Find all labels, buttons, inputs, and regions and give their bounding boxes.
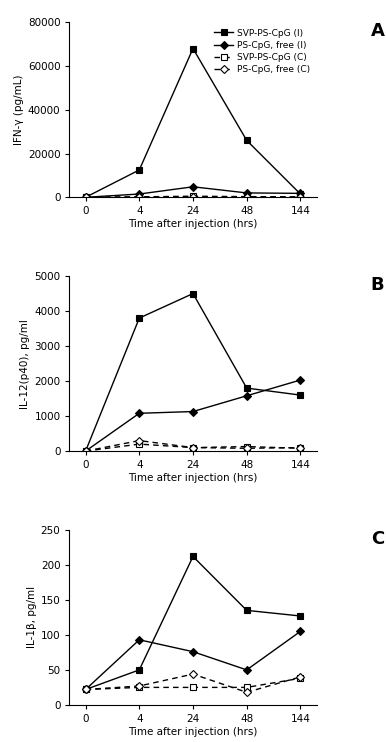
PS-CpG, free (C) [83, 685, 88, 694]
PS-CpG, free (C) [83, 447, 88, 456]
SVP-PS-CpG (I) [298, 611, 303, 620]
PS-CpG, free (I) [191, 407, 195, 416]
SVP-PS-CpG (I) [298, 189, 303, 198]
PS-CpG, free (I) [137, 635, 142, 644]
SVP-PS-CpG (C) [83, 193, 88, 202]
SVP-PS-CpG (I) [83, 447, 88, 456]
SVP-PS-CpG (C) [191, 191, 195, 200]
SVP-PS-CpG (I) [191, 552, 195, 561]
PS-CpG, free (I) [191, 183, 195, 191]
SVP-PS-CpG (I) [137, 314, 142, 323]
SVP-PS-CpG (I) [244, 384, 249, 393]
X-axis label: Time after injection (hrs): Time after injection (hrs) [128, 726, 258, 737]
Text: B: B [371, 276, 384, 294]
PS-CpG, free (C) [298, 672, 303, 681]
PS-CpG, free (C) [137, 436, 142, 445]
PS-CpG, free (I) [83, 685, 88, 694]
X-axis label: Time after injection (hrs): Time after injection (hrs) [128, 219, 258, 229]
SVP-PS-CpG (C) [137, 683, 142, 692]
SVP-PS-CpG (C) [137, 192, 142, 201]
PS-CpG, free (C) [191, 192, 195, 201]
Line: SVP-PS-CpG (I): SVP-PS-CpG (I) [83, 554, 303, 692]
SVP-PS-CpG (C) [191, 443, 195, 452]
Line: SVP-PS-CpG (I): SVP-PS-CpG (I) [83, 290, 303, 454]
PS-CpG, free (C) [137, 682, 142, 691]
SVP-PS-CpG (C) [244, 683, 249, 692]
PS-CpG, free (I) [137, 189, 142, 198]
SVP-PS-CpG (I) [298, 390, 303, 399]
SVP-PS-CpG (C) [83, 685, 88, 694]
PS-CpG, free (C) [244, 193, 249, 202]
Line: PS-CpG, free (I): PS-CpG, free (I) [83, 628, 303, 692]
PS-CpG, free (I) [137, 409, 142, 418]
SVP-PS-CpG (C) [83, 447, 88, 456]
SVP-PS-CpG (C) [191, 683, 195, 692]
PS-CpG, free (C) [191, 443, 195, 452]
PS-CpG, free (C) [191, 669, 195, 678]
SVP-PS-CpG (I) [191, 289, 195, 298]
SVP-PS-CpG (I) [137, 666, 142, 674]
SVP-PS-CpG (I) [83, 685, 88, 694]
PS-CpG, free (C) [298, 192, 303, 201]
SVP-PS-CpG (I) [244, 136, 249, 145]
PS-CpG, free (I) [298, 375, 303, 384]
SVP-PS-CpG (I) [191, 44, 195, 53]
PS-CpG, free (I) [83, 193, 88, 202]
SVP-PS-CpG (I) [137, 165, 142, 174]
PS-CpG, free (I) [244, 188, 249, 197]
SVP-PS-CpG (I) [244, 606, 249, 615]
PS-CpG, free (C) [244, 444, 249, 453]
Line: PS-CpG, free (C): PS-CpG, free (C) [83, 438, 303, 454]
Text: A: A [371, 22, 385, 40]
Line: SVP-PS-CpG (C): SVP-PS-CpG (C) [83, 193, 303, 200]
SVP-PS-CpG (C) [298, 192, 303, 201]
PS-CpG, free (I) [83, 447, 88, 456]
SVP-PS-CpG (C) [137, 440, 142, 449]
PS-CpG, free (I) [298, 189, 303, 198]
Line: PS-CpG, free (I): PS-CpG, free (I) [83, 184, 303, 200]
PS-CpG, free (I) [244, 391, 249, 400]
Y-axis label: IL-12(p40), pg/ml: IL-12(p40), pg/ml [20, 318, 30, 409]
SVP-PS-CpG (C) [298, 674, 303, 683]
Line: SVP-PS-CpG (C): SVP-PS-CpG (C) [83, 675, 303, 692]
Legend: SVP-PS-CpG (I), PS-CpG, free (I), SVP-PS-CpG (C), PS-CpG, free (C): SVP-PS-CpG (I), PS-CpG, free (I), SVP-PS… [212, 27, 312, 76]
Y-axis label: IL-1β, pg/ml: IL-1β, pg/ml [27, 586, 37, 649]
SVP-PS-CpG (I) [83, 193, 88, 202]
SVP-PS-CpG (C) [244, 442, 249, 451]
Line: PS-CpG, free (C): PS-CpG, free (C) [83, 671, 303, 695]
Line: SVP-PS-CpG (C): SVP-PS-CpG (C) [83, 441, 303, 454]
PS-CpG, free (C) [298, 443, 303, 452]
Line: PS-CpG, free (I): PS-CpG, free (I) [83, 377, 303, 454]
PS-CpG, free (C) [137, 193, 142, 202]
PS-CpG, free (C) [83, 193, 88, 202]
Y-axis label: IFN-γ (pg/mL): IFN-γ (pg/mL) [14, 74, 24, 145]
Line: PS-CpG, free (C): PS-CpG, free (C) [83, 194, 303, 200]
SVP-PS-CpG (C) [244, 192, 249, 201]
PS-CpG, free (I) [298, 627, 303, 636]
SVP-PS-CpG (C) [298, 444, 303, 453]
PS-CpG, free (C) [244, 688, 249, 697]
Line: SVP-PS-CpG (I): SVP-PS-CpG (I) [83, 45, 303, 200]
PS-CpG, free (I) [191, 647, 195, 656]
PS-CpG, free (I) [244, 666, 249, 674]
X-axis label: Time after injection (hrs): Time after injection (hrs) [128, 473, 258, 483]
Text: C: C [371, 530, 384, 548]
